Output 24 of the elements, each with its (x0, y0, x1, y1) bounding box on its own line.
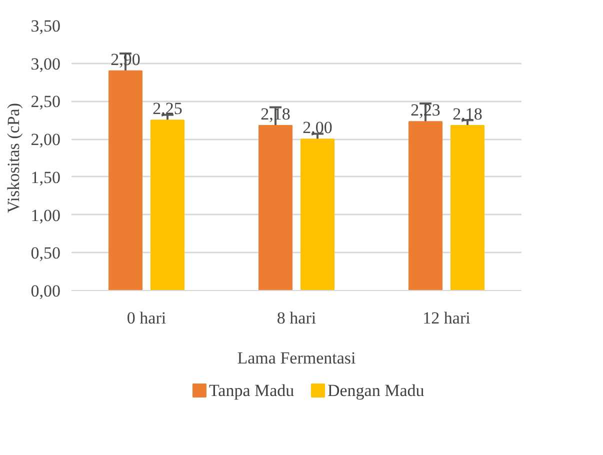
y-tick-label: 3,00 (30, 54, 60, 74)
y-tick-label: 2,00 (30, 130, 60, 150)
data-label: 2,25 (152, 99, 182, 118)
bar (300, 138, 334, 290)
data-label: 2,00 (302, 118, 332, 138)
x-tick-label: 12 hari (422, 308, 471, 328)
bar (450, 124, 484, 290)
legend-label: Tanpa Madu (208, 381, 295, 400)
bar (408, 121, 442, 290)
x-axis-title: Lama Fermentasi (237, 348, 356, 368)
legend-label: Dengan Madu (327, 381, 425, 400)
bar (258, 124, 292, 290)
y-tick-label: 0,00 (30, 282, 60, 300)
x-tick-label: 0 hari (126, 308, 166, 328)
y-tick-label: 1,50 (30, 168, 60, 187)
bar (108, 70, 142, 290)
y-tick-label: 3,50 (30, 16, 60, 36)
y-tick-label: 1,00 (30, 206, 60, 225)
x-tick-label: 8 hari (276, 308, 316, 328)
bar (150, 120, 184, 290)
data-label: 2,18 (452, 104, 482, 124)
y-tick-label: 2,50 (30, 92, 60, 112)
y-tick-label: 0,50 (30, 244, 60, 263)
y-axis-title: Viskositas (cPa) (4, 103, 23, 213)
